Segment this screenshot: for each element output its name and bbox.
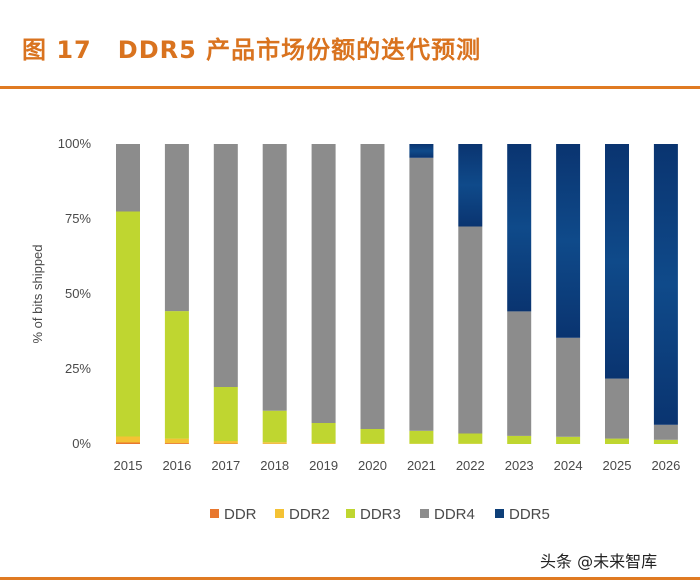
- y-tick-label: 50%: [65, 286, 91, 301]
- bottom-rule: [0, 577, 700, 580]
- bar-segment-ddr3-2019: [311, 423, 336, 444]
- bar-segment-ddr5-2026: [653, 144, 678, 425]
- bar-segment-ddr2-2017: [213, 441, 238, 444]
- bar-segment-ddr4-2016: [164, 144, 189, 312]
- legend: DDR DDR2 DDR3 DDR4 DDR5: [210, 506, 550, 523]
- bar-segment-ddr3-2022: [458, 433, 483, 444]
- x-tick-label: 2017: [211, 458, 240, 473]
- legend-label-ddr4: DDR4: [434, 506, 475, 523]
- axis-layer: 0% 25% 50% 75% 100% 2015 2016 2017 2018 2019 2020 2…: [58, 136, 681, 473]
- x-tick-label: 2026: [651, 458, 680, 473]
- bar-segment-ddr5-2025: [605, 144, 629, 379]
- bar-segment-ddr4-2015: [116, 144, 140, 212]
- bar-segment-ddr4-2020: [360, 144, 385, 429]
- legend-label-ddr2: DDR2: [289, 506, 330, 523]
- legend-swatch-ddr4: [420, 509, 429, 518]
- bar-segment-ddr4-2023: [507, 311, 532, 436]
- bar-segment-ddr4-2025: [605, 378, 629, 439]
- bar-segment-ddr3-2015: [116, 211, 140, 437]
- bars-layer: [116, 144, 678, 444]
- x-tick-label: 2020: [358, 458, 387, 473]
- bar-segment-ddr3-2020: [360, 429, 385, 444]
- bar-segment-ddr5-2024: [556, 144, 581, 338]
- legend-swatch-ddr5: [495, 509, 504, 518]
- bar-segment-ddr3-2016: [164, 311, 189, 439]
- x-tick-label: 2024: [554, 458, 583, 473]
- bar-segment-ddr4-2018: [262, 144, 287, 411]
- top-rule: [0, 86, 700, 89]
- bar-segment-ddr4-2019: [311, 144, 336, 423]
- bar-segment-ddr4-2017: [213, 144, 238, 387]
- bar-segment-ddr3-2026: [653, 439, 678, 444]
- bar-segment-ddr2-2020: [360, 443, 385, 444]
- bar-segment-ddr3-2021: [409, 430, 434, 444]
- x-tick-label: 2021: [407, 458, 436, 473]
- bar-segment-ddr4-2022: [458, 226, 483, 434]
- x-tick-label: 2016: [162, 458, 191, 473]
- bar-segment-ddr5-2023: [507, 144, 532, 312]
- legend-swatch-ddr: [210, 509, 219, 518]
- bar-segment-ddr3-2017: [213, 387, 238, 441]
- x-tick-label: 2018: [260, 458, 289, 473]
- bar-segment-ddr4-2021: [409, 157, 434, 431]
- legend-label-ddr: DDR: [224, 506, 257, 523]
- y-tick-label: 100%: [58, 136, 92, 151]
- bar-segment-ddr3-2018: [262, 410, 287, 443]
- bar-segment-ddr3-2025: [605, 438, 629, 444]
- y-axis-label: % of bits shipped: [30, 244, 45, 343]
- bar-segment-ddr2-2018: [262, 442, 287, 444]
- y-tick-label: 0%: [72, 436, 91, 451]
- bar-segment-ddr-2015: [116, 442, 140, 444]
- legend-swatch-ddr2: [275, 509, 284, 518]
- bar-segment-ddr-2017: [213, 443, 238, 444]
- figure-title-text: DDR5 产品市场份额的迭代预测: [117, 36, 482, 64]
- legend-label-ddr3: DDR3: [360, 506, 401, 523]
- bar-segment-ddr-2016: [164, 443, 189, 444]
- legend-label-ddr5: DDR5: [509, 506, 550, 523]
- x-tick-label: 2025: [603, 458, 632, 473]
- bar-segment-ddr3-2023: [507, 435, 532, 444]
- x-tick-label: 2015: [114, 458, 143, 473]
- bar-segment-ddr2-2019: [311, 443, 336, 444]
- bar-segment-ddr2-2015: [116, 436, 140, 443]
- x-tick-label: 2022: [456, 458, 485, 473]
- y-tick-label: 25%: [65, 361, 91, 376]
- watermark: 头条 @未来智库: [540, 552, 658, 571]
- x-tick-label: 2019: [309, 458, 338, 473]
- bar-segment-ddr3-2024: [556, 436, 581, 444]
- bar-segment-ddr4-2024: [556, 337, 581, 437]
- legend-swatch-ddr3: [346, 509, 355, 518]
- bar-segment-ddr4-2026: [653, 424, 678, 440]
- bar-segment-ddr2-2016: [164, 438, 189, 444]
- figure-number: 图 17: [22, 36, 92, 64]
- x-tick-label: 2023: [505, 458, 534, 473]
- bar-segment-ddr5-2022: [458, 144, 483, 227]
- y-tick-label: 75%: [65, 211, 91, 226]
- figure-title: 图 17 DDR5 产品市场份额的迭代预测: [22, 30, 507, 65]
- bar-segment-ddr5-2021: [409, 144, 434, 158]
